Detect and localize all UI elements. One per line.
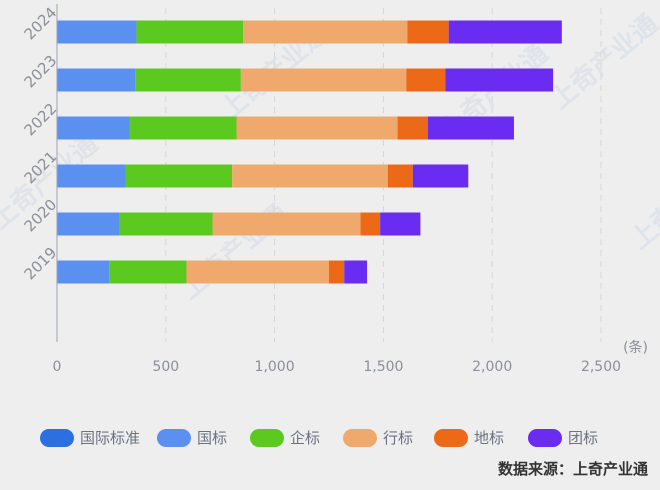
x-tick-label: 2,500 [581,359,621,375]
x-tick-label: 1,000 [255,359,295,375]
x-tick-label: 500 [152,359,179,375]
legend-label: 国际标准 [80,429,140,447]
bar-segment[interactable] [57,68,136,92]
y-tick-label: 2024 [21,4,61,44]
bar-segment[interactable] [57,212,120,236]
watermark-text: 上奇产业通 [625,149,660,256]
legend-label: 地标 [474,429,504,447]
legend-item[interactable]: 行标 [343,429,413,447]
legend: 国际标准 国标 企标 行标 地标 团标 [40,429,598,447]
bar-segment[interactable] [136,20,244,44]
bar-segment[interactable] [397,116,429,140]
legend-item[interactable]: 国标 [157,429,227,447]
bar-segment[interactable] [240,68,407,92]
y-tick-label: 2022 [21,100,61,140]
bars-layer [57,20,562,284]
bar-segment[interactable] [445,68,554,92]
bar-segment[interactable] [448,20,562,44]
bar-group-2019 [57,260,368,284]
bar-segment[interactable] [57,116,130,140]
legend-swatch [434,429,468,447]
bar-segment[interactable] [428,116,514,140]
y-tick-label: 2019 [21,244,61,284]
bar-segment[interactable] [129,116,237,140]
bar-segment[interactable] [387,164,413,188]
x-tick-label: 1,500 [363,359,403,375]
bar-segment[interactable] [344,260,368,284]
bar-segment[interactable] [236,116,398,140]
bar-group-2021 [57,164,469,188]
legend-swatch [40,429,74,447]
bar-segment[interactable] [57,260,110,284]
bar-segment[interactable] [407,20,449,44]
bar-segment[interactable] [406,68,446,92]
bar-segment[interactable] [380,212,421,236]
bar-segment[interactable] [186,260,329,284]
bar-segment[interactable] [109,260,187,284]
bar-segment[interactable] [57,164,126,188]
y-tick-label: 2023 [21,52,61,92]
x-tick-label: 0 [53,359,62,375]
legend-swatch [343,429,377,447]
legend-swatch [157,429,191,447]
bar-group-2024 [57,20,562,44]
bar-segment[interactable] [232,164,388,188]
legend-swatch [250,429,284,447]
legend-label: 团标 [568,429,598,447]
bar-segment[interactable] [57,20,137,44]
bar-segment[interactable] [412,164,469,188]
bar-group-2020 [57,212,421,236]
legend-item[interactable]: 地标 [434,429,504,447]
legend-item[interactable]: 团标 [528,429,598,447]
legend-item[interactable]: 企标 [250,429,320,447]
bar-segment[interactable] [360,212,381,236]
legend-swatch [528,429,562,447]
watermark-text: 上奇产业通 [545,9,660,116]
data-source-label: 数据来源：上奇产业通 [498,460,648,478]
legend-item[interactable]: 国际标准 [40,429,140,447]
legend-label: 行标 [383,429,413,447]
bar-segment[interactable] [119,212,213,236]
bar-segment[interactable] [212,212,361,236]
legend-label: 国标 [197,429,227,447]
bar-group-2022 [57,116,514,140]
bar-segment[interactable] [243,20,408,44]
x-axis-unit-label: (条) [623,339,648,356]
bar-segment[interactable] [125,164,233,188]
x-tick-label: 2,000 [472,359,512,375]
bar-segment[interactable] [329,260,345,284]
legend-label: 企标 [290,429,320,447]
bar-group-2023 [57,68,554,92]
bar-segment[interactable] [135,68,241,92]
